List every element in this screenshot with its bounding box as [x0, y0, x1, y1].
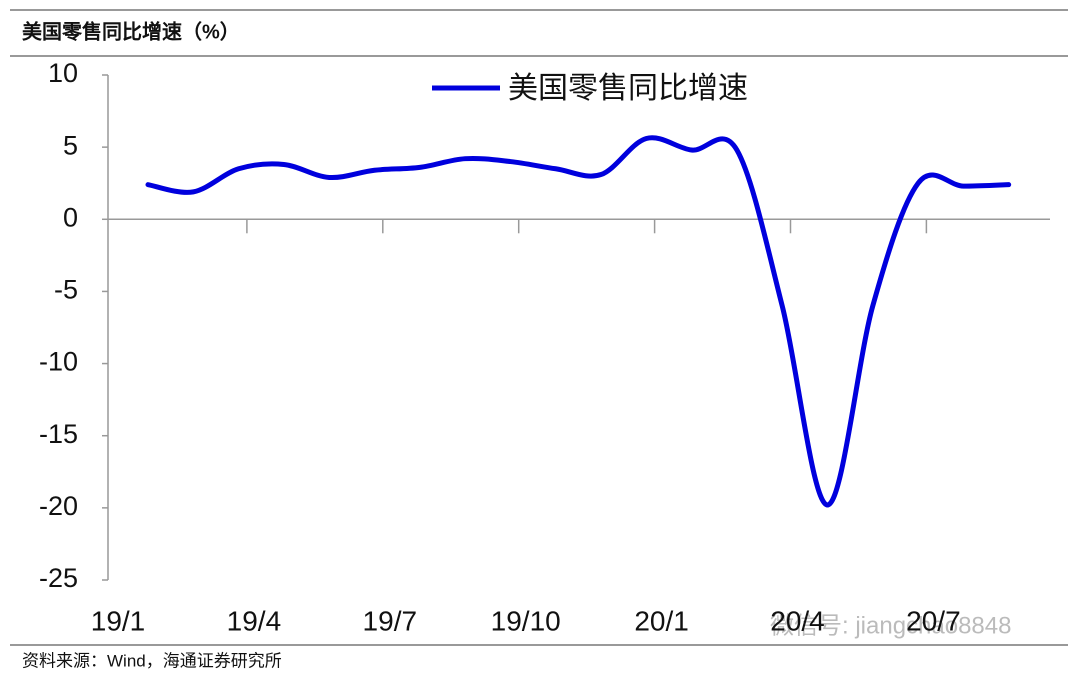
- y-tick-label: -15: [39, 419, 78, 449]
- source-note: 资料来源：Wind，海通证券研究所: [22, 651, 282, 670]
- legend-label: 美国零售同比增速: [508, 72, 748, 105]
- y-tick-label: -25: [39, 563, 78, 593]
- y-tick-label: 5: [63, 130, 78, 160]
- x-tick-label: 19/4: [227, 605, 282, 636]
- chart-title: 美国零售同比增速（%）: [22, 19, 240, 43]
- y-tick-label: -20: [39, 491, 78, 521]
- x-tick-label: 20/4: [770, 605, 825, 636]
- watermark: 微信号: jiangchao8848: [770, 612, 1011, 639]
- data-line: [145, 135, 1012, 508]
- y-tick-label: 10: [48, 58, 78, 88]
- x-tick-label: 19/10: [491, 605, 561, 636]
- y-tick-label: 0: [63, 202, 78, 232]
- x-tick-label: 20/1: [634, 605, 689, 636]
- x-tick-label: 19/1: [91, 605, 146, 636]
- x-tick-label: 20/7: [906, 605, 961, 636]
- x-tick-label: 19/7: [363, 605, 418, 636]
- y-tick-label: -5: [54, 275, 78, 305]
- y-tick-label: -10: [39, 347, 78, 377]
